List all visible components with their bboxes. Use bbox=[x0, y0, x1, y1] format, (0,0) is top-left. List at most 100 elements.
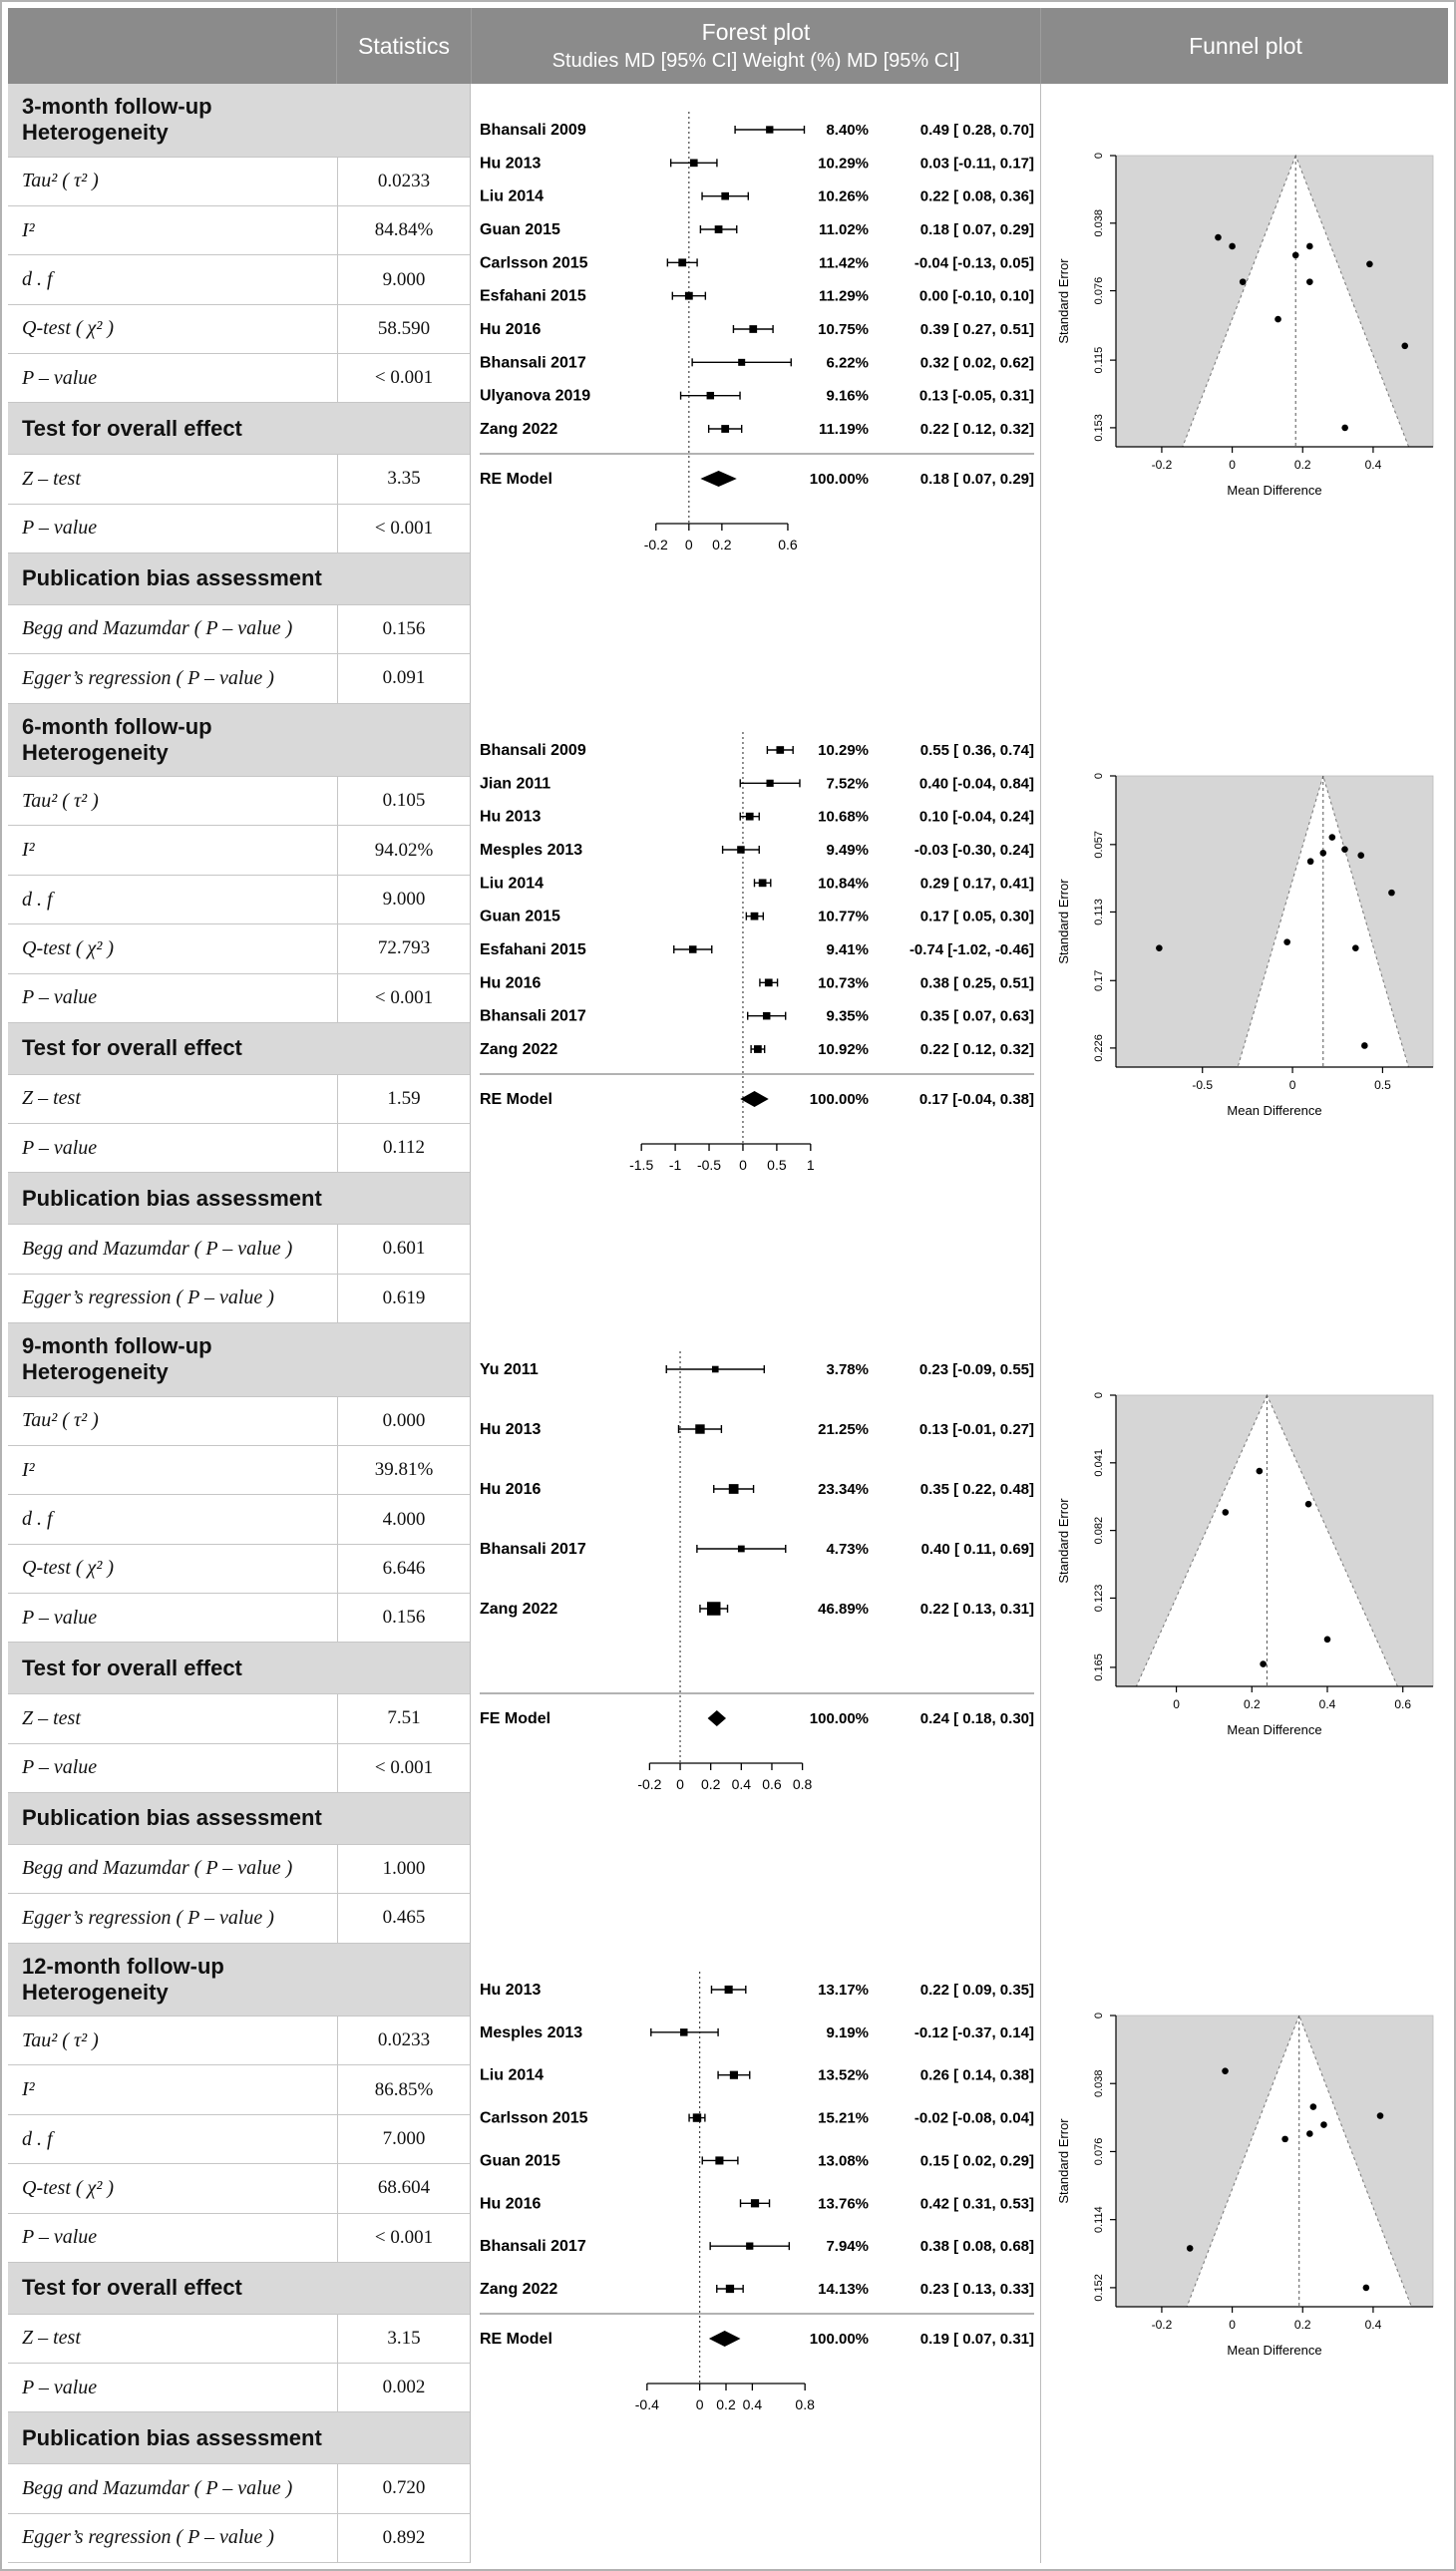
svg-text:Ulyanova 2019: Ulyanova 2019 bbox=[480, 388, 590, 405]
stat-value: 0.002 bbox=[337, 2364, 470, 2412]
stat-value: < 0.001 bbox=[337, 2213, 470, 2262]
svg-text:7.52%: 7.52% bbox=[826, 775, 869, 792]
study-row: Guan 2015 13.08% 0.15 [ 0.02, 0.29] bbox=[480, 2152, 1034, 2169]
svg-text:0: 0 bbox=[1289, 1078, 1296, 1092]
study-point bbox=[1341, 845, 1348, 853]
stat-label: P – value bbox=[22, 1606, 98, 1629]
effect-square bbox=[766, 779, 774, 787]
svg-text:Hu 2016: Hu 2016 bbox=[480, 1481, 541, 1498]
svg-text:RE Model: RE Model bbox=[480, 471, 552, 488]
svg-text:0.076: 0.076 bbox=[1093, 277, 1105, 305]
effect-square bbox=[720, 191, 729, 200]
stats-row: Begg and Mazumdar ( P – value ) 0.156 bbox=[8, 604, 470, 655]
effect-square bbox=[729, 2070, 738, 2079]
stats-row: P – value < 0.001 bbox=[8, 504, 470, 553]
study-point bbox=[1222, 1509, 1230, 1516]
study-point bbox=[1222, 2066, 1229, 2074]
stats-row: I² 84.84% bbox=[8, 205, 470, 256]
svg-text:-0.04 [-0.13, 0.05]: -0.04 [-0.13, 0.05] bbox=[913, 254, 1033, 271]
svg-text:Zang 2022: Zang 2022 bbox=[480, 421, 557, 438]
effect-square bbox=[711, 1365, 719, 1373]
svg-text:Hu 2016: Hu 2016 bbox=[480, 974, 541, 991]
svg-text:11.29%: 11.29% bbox=[818, 288, 868, 305]
study-point bbox=[1306, 2129, 1313, 2137]
svg-text:0.2: 0.2 bbox=[716, 2396, 736, 2412]
x-axis: -0.4 0 0.2 0.4 0.8 bbox=[634, 2382, 815, 2412]
svg-text:0.2: 0.2 bbox=[1294, 2318, 1311, 2332]
stats-row: Z – test 3.35 bbox=[8, 455, 470, 505]
study-row: Liu 2014 10.26% 0.22 [ 0.08, 0.36] bbox=[480, 188, 1034, 205]
svg-text:0.22 [ 0.12, 0.32]: 0.22 [ 0.12, 0.32] bbox=[919, 421, 1033, 438]
stat-label: Egger’s regression ( P – value ) bbox=[22, 1906, 274, 1929]
table-header-row: Statistics Forest plot Studies MD [95% C… bbox=[8, 8, 1448, 84]
stats-row: Tau² ( τ² ) 0.0233 bbox=[8, 2017, 470, 2066]
study-point bbox=[1366, 260, 1373, 268]
svg-text:-0.2: -0.2 bbox=[1152, 2318, 1173, 2332]
stat-label: Egger’s regression ( P – value ) bbox=[22, 666, 274, 689]
svg-text:10.29%: 10.29% bbox=[818, 742, 869, 759]
svg-text:Bhansali 2017: Bhansali 2017 bbox=[480, 2238, 586, 2255]
stats-row: d . f 9.000 bbox=[8, 875, 470, 925]
funnel-plot-cell-12-month: 0 0.038 0.076 0.114 0.152 -0.2 0 0.2 0.4 Standard… bbox=[1041, 1943, 1450, 2563]
svg-text:0.26 [ 0.14, 0.38]: 0.26 [ 0.14, 0.38] bbox=[919, 2066, 1033, 2083]
stat-value: 0.465 bbox=[337, 1894, 470, 1943]
study-row: Mesples 2013 9.49% -0.03 [-0.30, 0.24] bbox=[480, 842, 1034, 859]
svg-text:Guan 2015: Guan 2015 bbox=[480, 908, 560, 924]
stat-label: d . f bbox=[22, 268, 53, 290]
sections-container: 3-month follow-up Heterogeneity Tau² ( τ² … bbox=[8, 84, 1450, 2564]
svg-text:-0.5: -0.5 bbox=[696, 1157, 720, 1173]
svg-text:Liu 2014: Liu 2014 bbox=[480, 188, 544, 205]
forest-header-subtitle: Studies MD [95% CI] Weight (%) MD [95% C… bbox=[551, 49, 960, 72]
svg-text:0.8: 0.8 bbox=[795, 2396, 815, 2412]
stats-row: P – value < 0.001 bbox=[8, 354, 470, 404]
svg-text:-1.5: -1.5 bbox=[629, 1157, 653, 1173]
stats-row: P – value < 0.001 bbox=[8, 973, 470, 1023]
svg-text:0.4: 0.4 bbox=[742, 2396, 762, 2412]
svg-text:Bhansali 2017: Bhansali 2017 bbox=[480, 354, 586, 371]
x-axis-label: Mean Difference bbox=[1227, 483, 1321, 498]
funnel-plot-12-month: 0 0.038 0.076 0.114 0.152 -0.2 0 0.2 0.4 Standard… bbox=[1056, 2012, 1434, 2358]
svg-text:0: 0 bbox=[1229, 2318, 1236, 2332]
svg-text:0.038: 0.038 bbox=[1093, 2069, 1105, 2097]
study-point bbox=[1401, 342, 1409, 350]
stats-group-header-line1: Publication bias assessment bbox=[22, 1805, 322, 1831]
study-row: Zang 2022 10.92% 0.22 [ 0.12, 0.32] bbox=[480, 1041, 1034, 1058]
svg-text:Hu 2013: Hu 2013 bbox=[480, 808, 541, 825]
svg-text:10.92%: 10.92% bbox=[818, 1041, 869, 1058]
svg-text:0.153: 0.153 bbox=[1093, 414, 1105, 442]
svg-text:-0.74 [-1.02, -0.46]: -0.74 [-1.02, -0.46] bbox=[909, 941, 1033, 958]
study-row: Esfahani 2015 9.41% -0.74 [-1.02, -0.46] bbox=[480, 941, 1034, 958]
svg-text:0.22 [ 0.09, 0.35]: 0.22 [ 0.09, 0.35] bbox=[919, 1982, 1033, 1999]
stats-group-header-line1: Publication bias assessment bbox=[22, 2424, 322, 2450]
effect-square bbox=[714, 2155, 723, 2164]
stats-row: Z – test 1.59 bbox=[8, 1074, 470, 1125]
svg-text:15.21%: 15.21% bbox=[818, 2109, 869, 2126]
svg-text:FE Model: FE Model bbox=[480, 1710, 550, 1727]
study-row: Hu 2013 10.68% 0.10 [-0.04, 0.24] bbox=[480, 808, 1034, 825]
svg-text:0.226: 0.226 bbox=[1093, 1034, 1105, 1062]
svg-text:10.75%: 10.75% bbox=[818, 321, 869, 338]
stats-group-header: Publication bias assessment bbox=[8, 1173, 470, 1226]
study-row: Ulyanova 2019 9.16% 0.13 [-0.05, 0.31] bbox=[480, 388, 1034, 405]
stats-row: Z – test 7.51 bbox=[8, 1694, 470, 1744]
stat-label: d . f bbox=[22, 2127, 53, 2150]
stat-label: P – value bbox=[22, 1136, 98, 1159]
study-point bbox=[1186, 2244, 1194, 2252]
stat-value: 84.84% bbox=[337, 205, 470, 255]
stats-row: I² 39.81% bbox=[8, 1445, 470, 1496]
svg-text:Zang 2022: Zang 2022 bbox=[480, 1601, 557, 1618]
forest-plot-6-month: Bhansali 2009 10.29% 0.55 [ 0.36, 0.74] Jia… bbox=[479, 731, 1034, 1173]
effect-square bbox=[753, 1044, 762, 1053]
stat-label: Egger’s regression ( P – value ) bbox=[22, 2526, 274, 2549]
stat-label: Q-test ( χ² ) bbox=[22, 317, 114, 340]
svg-text:0.32 [ 0.02, 0.62]: 0.32 [ 0.02, 0.62] bbox=[919, 354, 1033, 371]
stat-value: 0.619 bbox=[337, 1274, 470, 1323]
svg-text:14.13%: 14.13% bbox=[818, 2281, 869, 2298]
stats-row: P – value 0.002 bbox=[8, 2364, 470, 2413]
svg-text:0.22 [ 0.08, 0.36]: 0.22 [ 0.08, 0.36] bbox=[919, 188, 1033, 205]
stats-group-header: Publication bias assessment bbox=[8, 1792, 470, 1845]
x-axis: -1.5 -1 -0.5 0 0.5 1 bbox=[629, 1142, 814, 1173]
stats-row: I² 94.02% bbox=[8, 826, 470, 876]
svg-text:Guan 2015: Guan 2015 bbox=[480, 2152, 560, 2169]
stat-value: 0.892 bbox=[337, 2513, 470, 2563]
